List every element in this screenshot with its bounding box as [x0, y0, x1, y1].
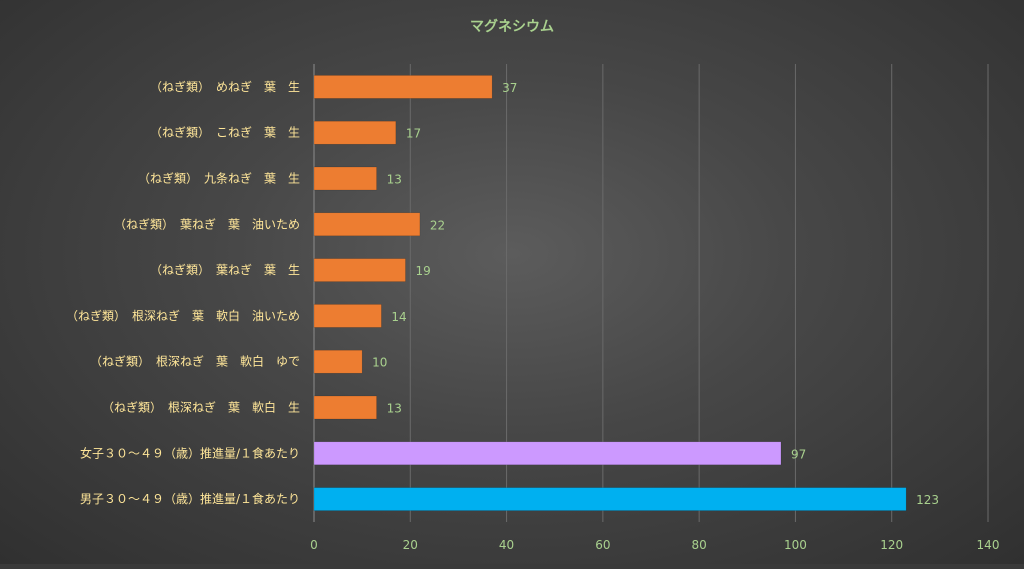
labels: 0 20 40 60 80 100 120 140 （ねぎ類） めねぎ 葉 生 37 （ねぎ類） こ…	[66, 80, 999, 552]
category-label: （ねぎ類） 葉ねぎ 葉 生	[150, 263, 300, 277]
category-label: （ねぎ類） 葉ねぎ 葉 油いため	[114, 217, 300, 231]
data-label: 13	[387, 173, 402, 187]
x-tick-label: 60	[595, 538, 610, 552]
bar	[313, 395, 377, 420]
data-label: 17	[406, 127, 421, 141]
x-tick-label: 100	[784, 538, 807, 552]
data-label: 10	[372, 356, 387, 370]
gridlines	[409, 64, 989, 522]
bar	[313, 487, 907, 511]
x-tick-label: 140	[977, 538, 1000, 552]
data-label: 13	[387, 402, 402, 416]
x-tick-label: 80	[692, 538, 707, 552]
data-label: 97	[791, 447, 806, 461]
data-label: 123	[916, 493, 939, 507]
x-tick-label: 20	[403, 538, 418, 552]
bar	[313, 349, 363, 374]
x-tick-label: 0	[310, 538, 318, 552]
bar	[313, 75, 493, 99]
data-label: 37	[502, 81, 517, 95]
bar	[313, 212, 421, 237]
bar	[313, 304, 382, 328]
bars	[313, 75, 907, 511]
category-label: （ねぎ類） 根深ねぎ 葉 軟白 生	[102, 400, 300, 415]
bar	[313, 258, 406, 282]
data-label: 22	[430, 218, 445, 232]
category-label: （ねぎ類） 根深ねぎ 葉 軟白 油いため	[66, 308, 300, 323]
x-tick-label: 40	[499, 538, 514, 552]
bar	[313, 441, 782, 466]
chart-title: マグネシウム	[470, 18, 554, 35]
bar	[313, 166, 377, 191]
data-label: 19	[415, 264, 430, 278]
category-label: 女子３０～４９（歳）推進量/１食あたり	[80, 445, 300, 460]
data-label: 14	[391, 310, 406, 324]
category-label: （ねぎ類） こねぎ 葉 生	[150, 126, 300, 140]
category-label: （ねぎ類） めねぎ 葉 生	[150, 80, 300, 94]
bar	[313, 120, 397, 145]
x-tick-label: 120	[880, 538, 903, 552]
category-label: （ねぎ類） 九条ねぎ 葉 生	[138, 172, 300, 186]
category-label: 男子３０～４９（歳）推進量/１食あたり	[80, 491, 300, 506]
category-label: （ねぎ類） 根深ねぎ 葉 軟白 ゆで	[90, 354, 300, 369]
